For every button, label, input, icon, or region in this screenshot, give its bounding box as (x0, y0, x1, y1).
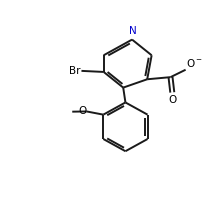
Text: O: O (168, 95, 176, 105)
Text: Br: Br (69, 66, 81, 76)
Text: N: N (129, 26, 137, 36)
Text: O$^-$: O$^-$ (186, 57, 203, 69)
Text: O: O (78, 106, 86, 116)
